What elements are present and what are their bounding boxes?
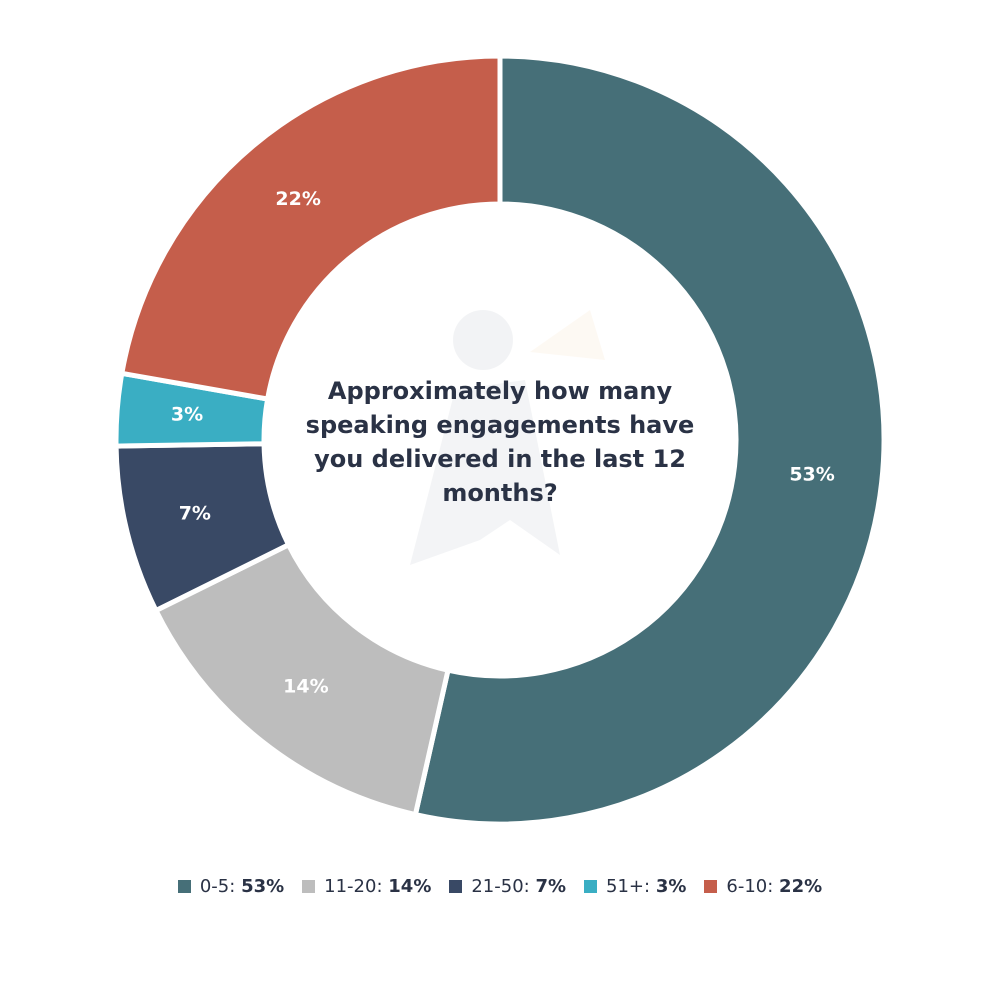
legend-value: 22%	[779, 876, 823, 897]
slice-value-label: 3%	[171, 404, 203, 426]
slice-value-label: 7%	[179, 503, 211, 525]
slice-value-label: 53%	[789, 463, 834, 485]
legend-label: 51+	[606, 876, 645, 897]
legend-item: 0-5: 53%	[177, 876, 285, 897]
legend-item: 51+: 3%	[584, 876, 686, 897]
chart-title: Approximately how many speaking engageme…	[305, 377, 695, 507]
legend-value: 3%	[655, 876, 687, 897]
donut-slice-6-10	[119, 53, 503, 402]
legend-swatch	[302, 880, 316, 893]
legend-value: 14%	[388, 876, 432, 897]
legend-label: 6-10	[726, 876, 768, 897]
legend-item: 6-10: 22%	[704, 876, 822, 897]
legend-swatch	[177, 880, 191, 893]
donut-slice-labels: 53% 14% 7% 3% 22%	[171, 188, 835, 697]
legend-value: 53%	[241, 876, 285, 897]
watermark-logo	[410, 310, 605, 565]
legend-label: 0-5	[199, 876, 230, 897]
legend-swatch	[704, 880, 718, 893]
donut-slice-0-5	[412, 53, 887, 827]
chart-legend: 0-5: 53% 11-20: 14% 21-50: 7% 51+: 3% 6-…	[0, 876, 1000, 897]
legend-label: 21-50	[471, 876, 524, 897]
legend-swatch	[449, 880, 463, 893]
legend-swatch	[584, 880, 598, 893]
slice-value-label: 22%	[275, 188, 320, 210]
legend-label: 11-20	[324, 876, 377, 897]
legend-item: 21-50: 7%	[449, 876, 566, 897]
slice-value-label: 14%	[283, 675, 328, 697]
legend-value: 7%	[535, 876, 567, 897]
donut-slices	[113, 53, 887, 827]
legend-item: 11-20: 14%	[302, 876, 431, 897]
